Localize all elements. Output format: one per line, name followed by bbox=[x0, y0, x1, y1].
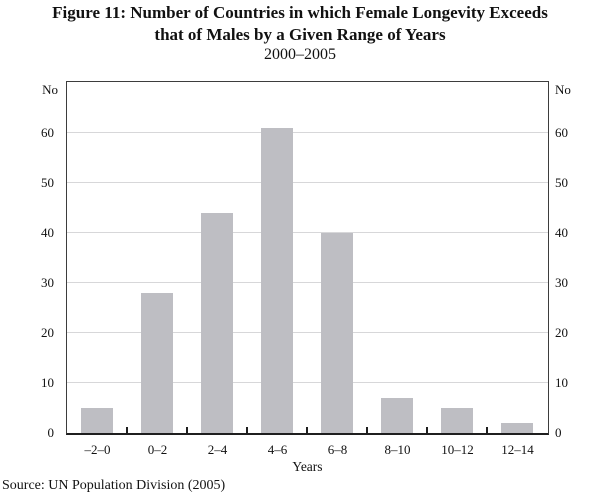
bar-12–14 bbox=[501, 423, 533, 433]
y-tick-label-0: 0 bbox=[555, 425, 562, 440]
y-tick-label-60: 60 bbox=[555, 125, 568, 140]
gridline-40 bbox=[67, 232, 548, 233]
figure-title: Figure 11: Number of Countries in which … bbox=[0, 2, 600, 46]
x-category-label-12–14: 12–14 bbox=[501, 442, 534, 457]
gridline-60 bbox=[67, 132, 548, 133]
y-tick-label-10: 10 bbox=[41, 375, 54, 390]
x-axis-tick bbox=[186, 427, 188, 433]
x-axis-tick bbox=[306, 427, 308, 433]
x-axis-tick bbox=[426, 427, 428, 433]
y-tick-label-10: 10 bbox=[555, 375, 568, 390]
y-tick-label-40: 40 bbox=[41, 225, 54, 240]
y-tick-label-20: 20 bbox=[555, 325, 568, 340]
bar-0–2 bbox=[141, 293, 173, 433]
plot-area bbox=[66, 81, 549, 435]
y-tick-label-60: 60 bbox=[41, 125, 54, 140]
y-tick-label-50: 50 bbox=[555, 175, 568, 190]
x-axis-tick bbox=[126, 427, 128, 433]
source-note: Source: UN Population Division (2005) bbox=[2, 478, 226, 493]
y-tick-label-30: 30 bbox=[555, 275, 568, 290]
bar-6–8 bbox=[321, 233, 353, 433]
figure-title-line1: Figure 11: Number of Countries in which … bbox=[52, 3, 548, 22]
bar-4–6 bbox=[261, 128, 293, 433]
x-category-label-4–6: 4–6 bbox=[267, 442, 288, 457]
bar-–2–0 bbox=[81, 408, 113, 433]
figure-subtitle: 2000–2005 bbox=[264, 46, 336, 63]
x-category-label-10–12: 10–12 bbox=[441, 442, 474, 457]
gridline-30 bbox=[67, 282, 548, 283]
gridline-10 bbox=[67, 382, 548, 383]
y-tick-label-50: 50 bbox=[41, 175, 54, 190]
x-axis-tick bbox=[486, 427, 488, 433]
bar-10–12 bbox=[441, 408, 473, 433]
gridline-50 bbox=[67, 182, 548, 183]
gridline-20 bbox=[67, 332, 548, 333]
x-axis-tick bbox=[366, 427, 368, 433]
y-tick-label-30: 30 bbox=[41, 275, 54, 290]
y-axis-unit-label-left: No bbox=[42, 82, 58, 97]
figure-title-line2: that of Males by a Given Range of Years bbox=[154, 25, 446, 44]
y-tick-label-0: 0 bbox=[47, 425, 55, 440]
x-category-label-8–10: 8–10 bbox=[384, 442, 411, 457]
x-category-label-6–8: 6–8 bbox=[327, 442, 348, 457]
y-tick-label-20: 20 bbox=[41, 325, 54, 340]
x-axis-tick bbox=[246, 427, 248, 433]
bar-8–10 bbox=[381, 398, 413, 433]
x-category-label-2–4: 2–4 bbox=[207, 442, 228, 457]
bar-2–4 bbox=[201, 213, 233, 433]
x-axis-title: Years bbox=[292, 459, 323, 474]
x-category-label-0–2: 0–2 bbox=[147, 442, 168, 457]
x-category-label-–2–0: –2–0 bbox=[84, 442, 111, 457]
y-tick-label-40: 40 bbox=[555, 225, 568, 240]
y-axis-unit-label-right: No bbox=[555, 82, 571, 97]
